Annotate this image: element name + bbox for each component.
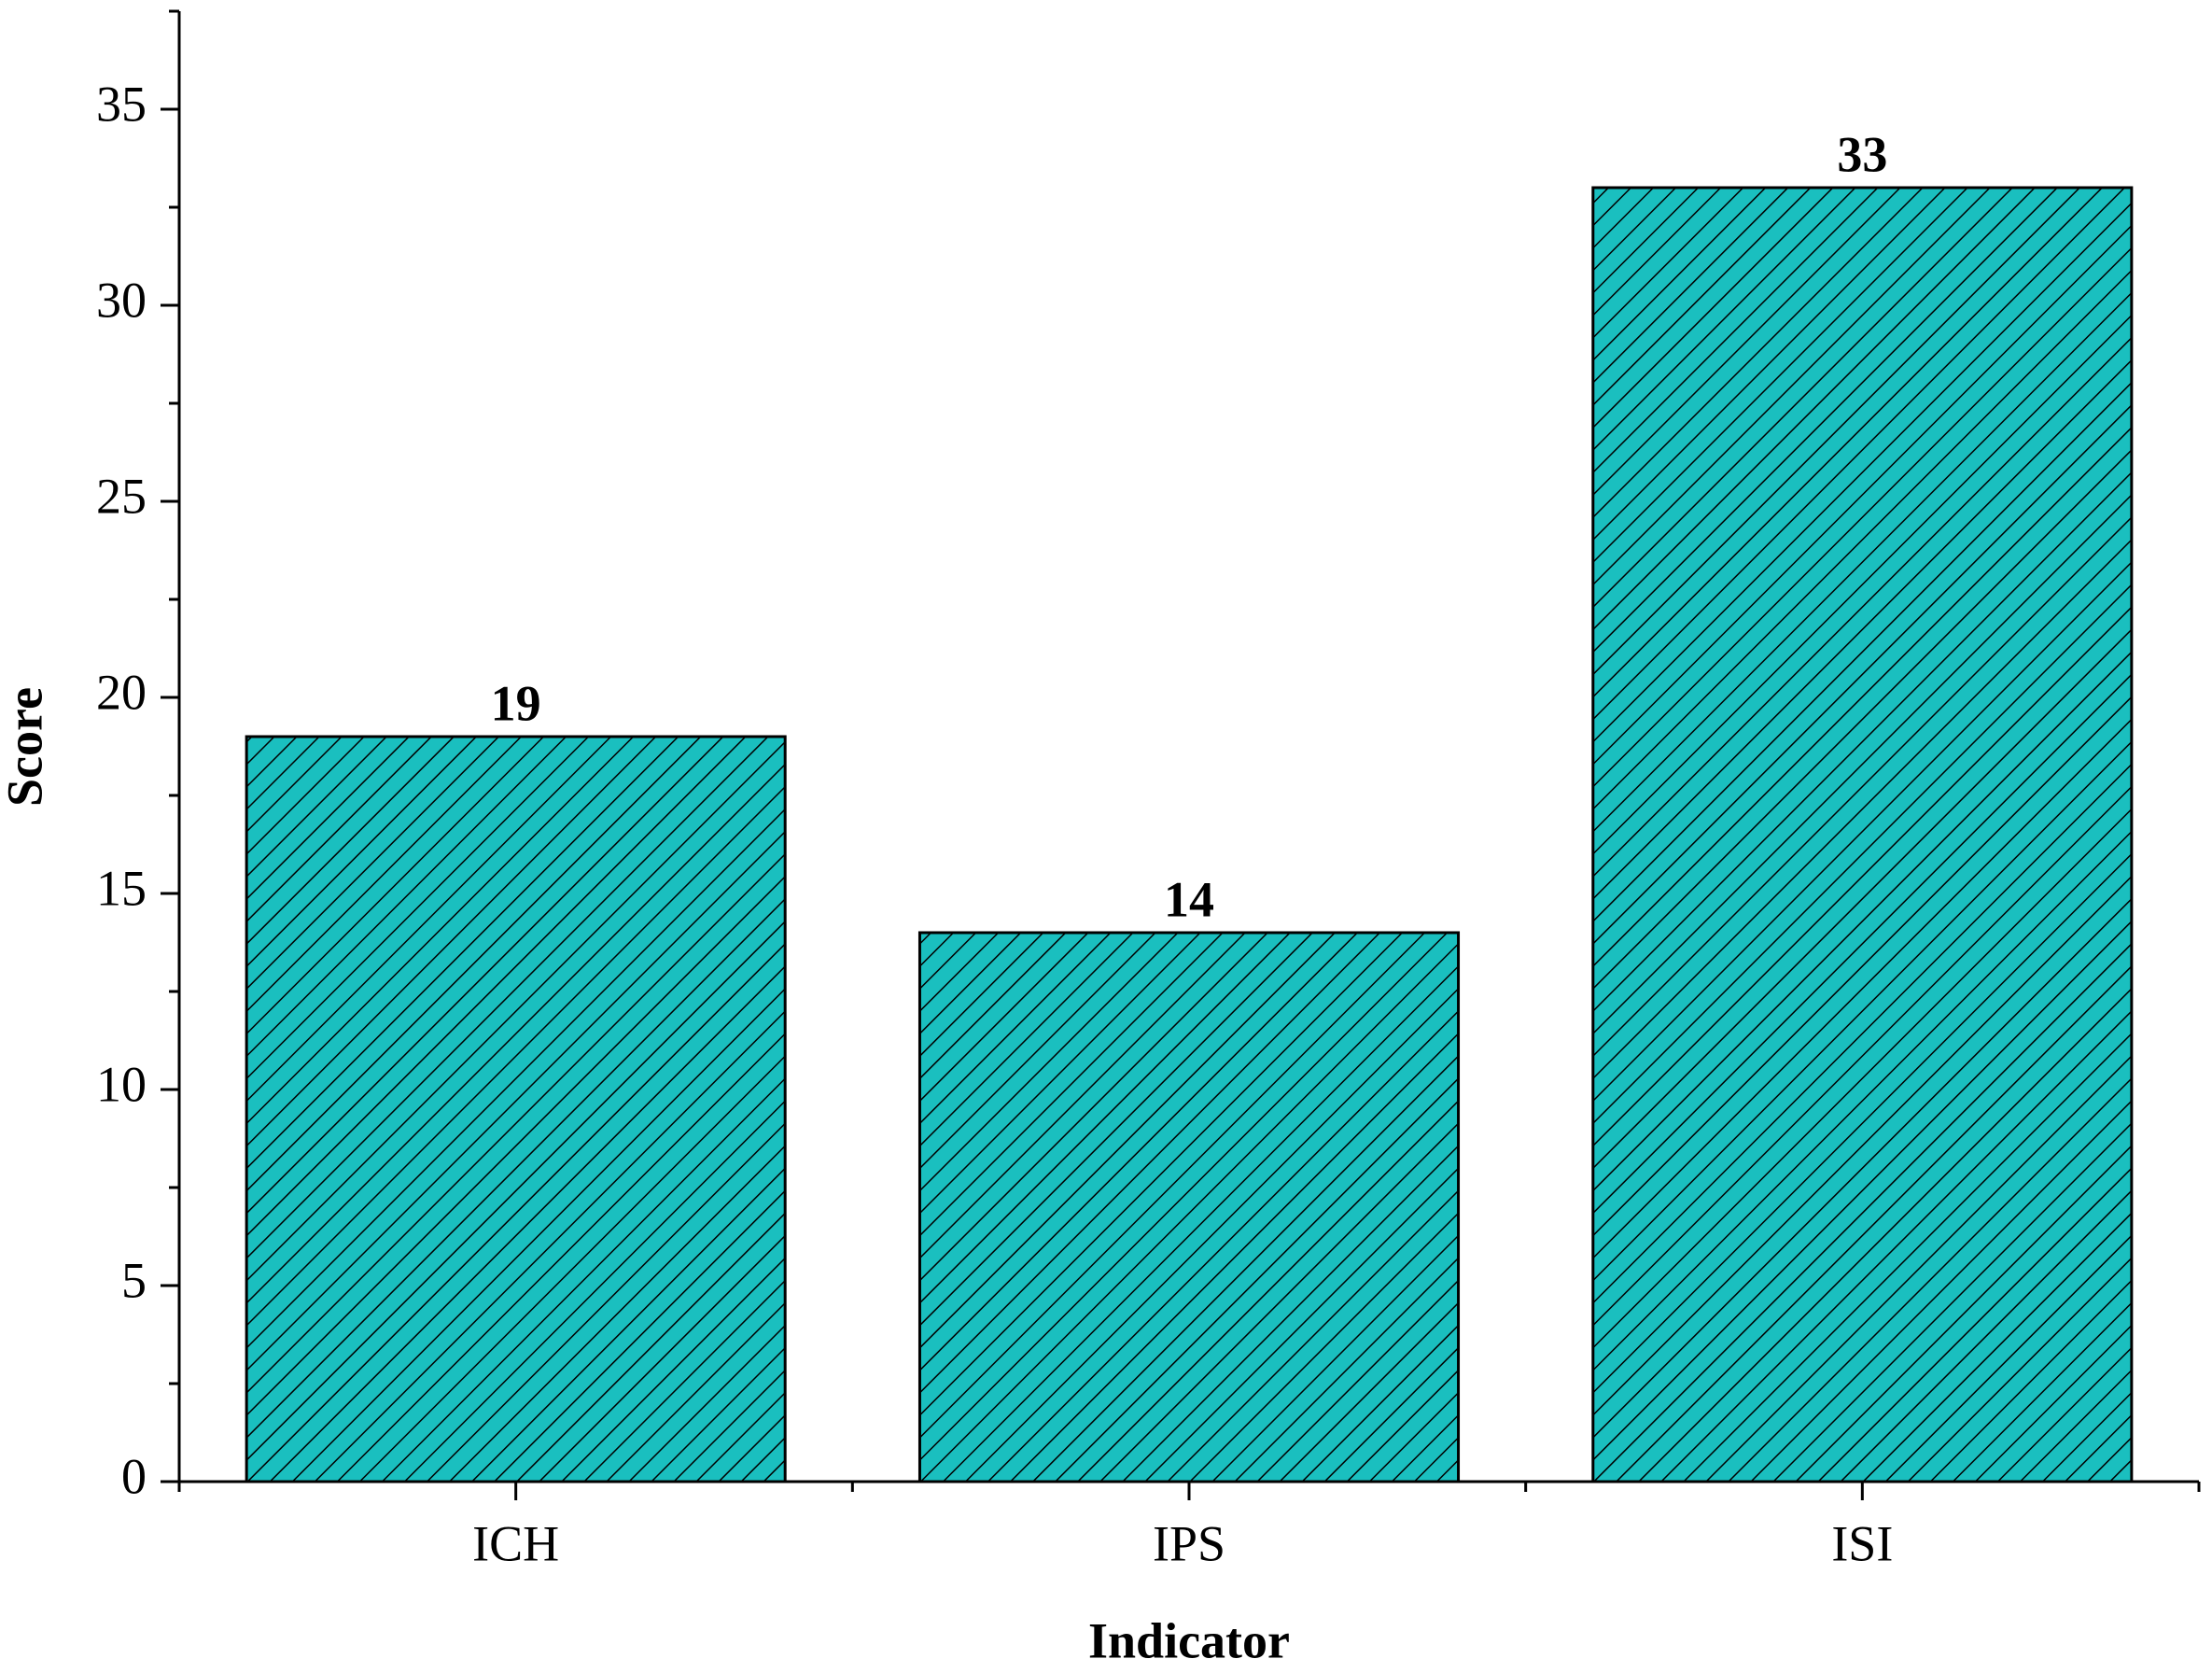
x-axis-title: Indicator bbox=[1088, 1612, 1290, 1668]
bar-hatch bbox=[246, 737, 786, 1482]
y-tick-label: 30 bbox=[96, 272, 147, 328]
x-tick-label: IPS bbox=[1153, 1515, 1225, 1571]
x-tick-label: ISI bbox=[1831, 1515, 1893, 1571]
y-axis-title: Score bbox=[0, 687, 52, 807]
y-tick-label: 35 bbox=[96, 76, 147, 132]
value-label: 19 bbox=[491, 675, 541, 731]
y-tick-label: 15 bbox=[96, 860, 147, 916]
y-tick-label: 0 bbox=[121, 1448, 147, 1504]
x-tick-label: ICH bbox=[472, 1515, 559, 1571]
y-tick-label: 5 bbox=[121, 1252, 147, 1308]
y-tick-label: 10 bbox=[96, 1056, 147, 1112]
bar-hatch bbox=[1592, 188, 2132, 1482]
y-tick-label: 20 bbox=[96, 664, 147, 720]
bar-hatch bbox=[919, 933, 1459, 1482]
y-tick-label: 25 bbox=[96, 468, 147, 524]
value-label: 33 bbox=[1837, 126, 1887, 182]
value-label: 14 bbox=[1164, 871, 1214, 927]
